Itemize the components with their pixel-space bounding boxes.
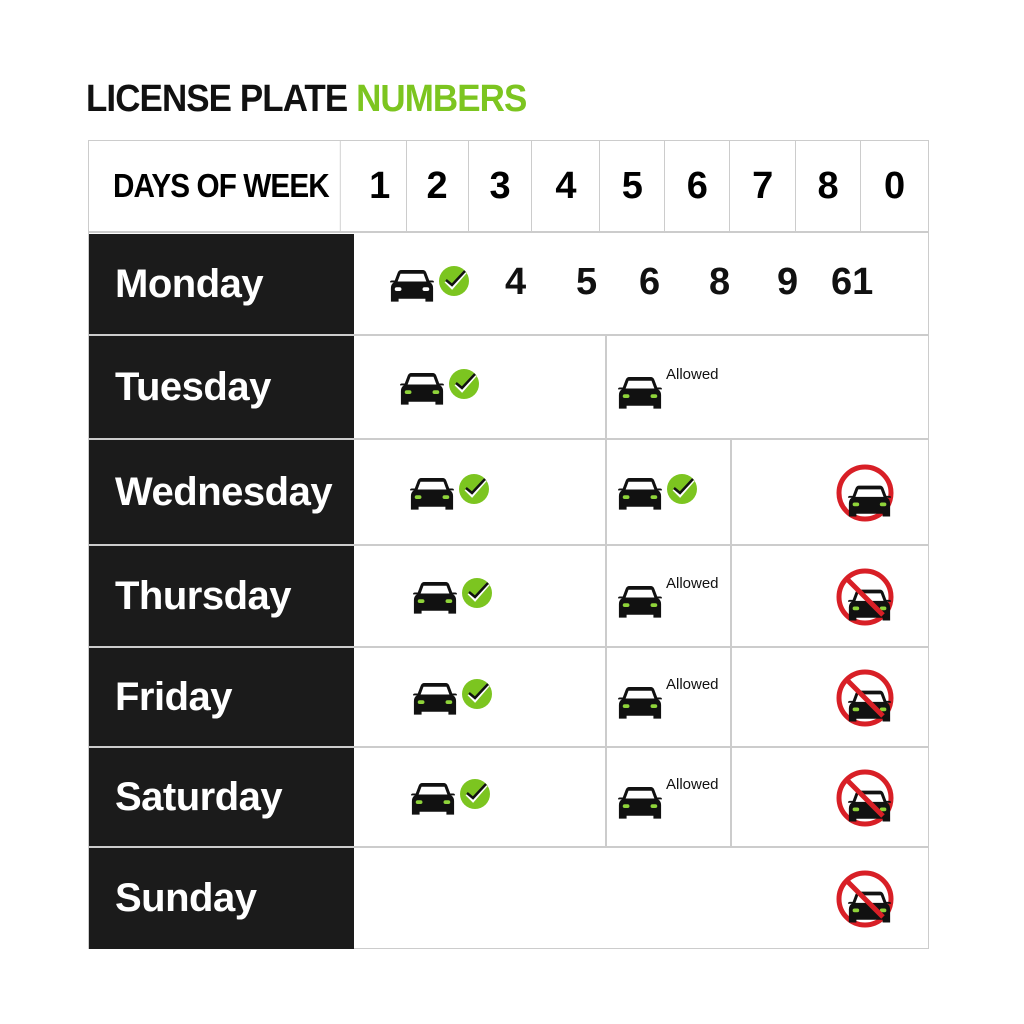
- car-icon: [389, 269, 435, 304]
- digit-header: 4: [532, 141, 601, 231]
- no-car-slash-icon: [836, 568, 894, 626]
- plate-number: 5: [576, 261, 598, 303]
- plate-number: 8: [709, 261, 731, 303]
- page-title: LICENSE PLATE NUMBERS: [86, 78, 527, 121]
- row-wednesday: Wednesday: [89, 440, 928, 546]
- day-label: Wednesday: [89, 440, 354, 544]
- digit-header: 8: [796, 141, 862, 231]
- column-divider: [605, 440, 607, 544]
- allowed-label: Allowed: [666, 776, 719, 793]
- allowed-label: Allowed: [666, 575, 719, 592]
- digit-header: 3: [469, 141, 533, 231]
- digit-header: 2: [407, 141, 469, 231]
- column-divider: [605, 546, 607, 646]
- digit-header: 6: [665, 141, 731, 231]
- car-icon: [617, 686, 663, 721]
- check-icon: [458, 473, 490, 505]
- car-icon: [412, 682, 458, 717]
- row-thursday: Thursday Allowed: [89, 546, 928, 648]
- check-icon: [438, 265, 470, 297]
- row-monday: Monday 4 5 6 8 9 61: [89, 234, 928, 336]
- column-divider: [605, 748, 607, 846]
- car-icon: [409, 477, 455, 512]
- row-sunday: Sunday: [89, 848, 928, 949]
- day-label: Friday: [89, 648, 354, 746]
- digit-header: 0: [883, 164, 906, 207]
- row-saturday: Saturday Allowed: [89, 748, 928, 848]
- plate-number: 4: [505, 261, 527, 303]
- plate-number: 9: [777, 261, 799, 303]
- allowed-label: Allowed: [666, 676, 719, 693]
- column-divider: [730, 546, 732, 646]
- car-icon: [410, 782, 456, 817]
- car-icon: [399, 372, 445, 407]
- digit-header: 1: [354, 141, 407, 231]
- allowed-label: Allowed: [666, 366, 719, 383]
- day-label: Tuesday: [89, 336, 354, 438]
- car-icon: [617, 376, 663, 411]
- column-divider: [730, 648, 732, 746]
- column-divider: [730, 440, 732, 544]
- check-icon: [666, 473, 698, 505]
- no-car-icon: [836, 464, 894, 522]
- car-icon: [412, 581, 458, 616]
- plate-number: 6: [639, 261, 661, 303]
- day-label: Saturday: [89, 748, 354, 846]
- check-icon: [461, 678, 493, 710]
- check-icon: [448, 368, 480, 400]
- no-car-slash-icon: [836, 769, 894, 827]
- car-icon: [617, 786, 663, 821]
- no-car-slash-icon: [836, 870, 894, 927]
- check-icon: [459, 778, 491, 810]
- days-of-week-header: DAYS OF WEEK: [102, 141, 341, 231]
- day-label: Sunday: [89, 848, 354, 949]
- row-tuesday: Tuesday Allowed: [89, 336, 928, 440]
- column-divider: [605, 648, 607, 746]
- plate-number: 61: [831, 261, 874, 303]
- car-icon: [617, 477, 663, 512]
- column-divider: [730, 748, 732, 846]
- title-main: LICENSE PLATE: [86, 78, 348, 120]
- digit-header: 5: [600, 141, 666, 231]
- column-divider: [605, 336, 607, 438]
- no-car-slash-icon: [836, 669, 894, 727]
- day-label: Thursday: [89, 546, 354, 646]
- check-icon: [461, 577, 493, 609]
- row-friday: Friday Allowed: [89, 648, 928, 748]
- day-label: Monday: [89, 234, 354, 334]
- car-icon: [617, 585, 663, 620]
- title-accent: NUMBERS: [356, 78, 527, 120]
- digit-header: 7: [730, 141, 797, 231]
